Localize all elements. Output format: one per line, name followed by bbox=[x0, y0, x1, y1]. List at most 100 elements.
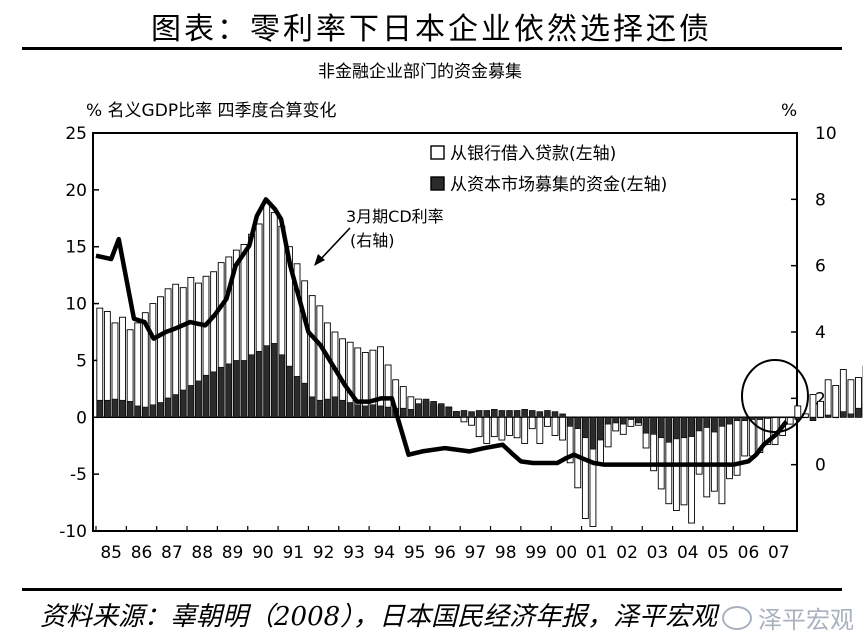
capital-market-bar bbox=[817, 416, 824, 419]
bank-loan-bar bbox=[498, 416, 506, 441]
capital-market-bar bbox=[187, 385, 195, 418]
legend-label: 从资本市场募集的资金(左轴) bbox=[450, 175, 667, 195]
x-tick-label: 92 bbox=[313, 543, 335, 563]
figure-title: 图表：零利率下日本企业依然选择还债 bbox=[151, 12, 712, 47]
capital-market-bar bbox=[233, 360, 240, 418]
capital-market-bar bbox=[665, 416, 673, 443]
capital-market-bar bbox=[612, 416, 619, 424]
bank-loan-bar bbox=[703, 416, 711, 498]
bank-loan-bar bbox=[839, 369, 847, 418]
x-tick-label: 01 bbox=[586, 543, 608, 563]
x-tick-label: 88 bbox=[191, 543, 213, 563]
capital-market-bar bbox=[331, 396, 339, 418]
right-tick-label: 2 bbox=[815, 389, 826, 409]
bank-loan-bar bbox=[134, 322, 142, 418]
capital-market-bar bbox=[657, 416, 665, 439]
legend-swatch-light bbox=[430, 145, 445, 160]
bank-loan-bar bbox=[718, 416, 726, 505]
capital-market-bar bbox=[255, 351, 263, 418]
capital-market-bar bbox=[157, 402, 164, 418]
capital-market-bar bbox=[240, 360, 248, 418]
annotation-line-1: 3月期CD利率 bbox=[346, 207, 444, 226]
capital-market-bar bbox=[271, 343, 278, 418]
capital-market-bar bbox=[286, 365, 293, 418]
watermark: 泽平宏观 bbox=[722, 600, 854, 635]
capital-market-bar bbox=[278, 354, 286, 418]
left-tick-label: 25 bbox=[65, 124, 87, 144]
bank-loan-bar bbox=[559, 416, 567, 441]
left-axis-label: % 名义GDP比率 四季度合算变化 bbox=[86, 101, 336, 121]
x-tick-label: 06 bbox=[738, 543, 760, 563]
capital-market-bar bbox=[301, 382, 308, 418]
capital-market-bar bbox=[756, 416, 764, 420]
capital-market-bar bbox=[362, 405, 369, 418]
x-tick-label: 94 bbox=[373, 543, 395, 563]
bank-loan-bar bbox=[794, 405, 802, 418]
right-tick-label: 8 bbox=[815, 190, 826, 210]
capital-market-bar bbox=[119, 399, 126, 418]
capital-market-bar bbox=[559, 413, 566, 418]
bank-loan-bar bbox=[483, 416, 491, 444]
capital-market-bar bbox=[604, 416, 612, 425]
annotation-arrow bbox=[317, 227, 351, 263]
capital-market-bar bbox=[369, 404, 377, 418]
bank-loan-bar bbox=[460, 416, 468, 423]
capital-market-bar bbox=[855, 407, 862, 418]
x-tick-label: 99 bbox=[525, 543, 547, 563]
capital-market-bar bbox=[377, 405, 384, 418]
capital-market-bar bbox=[703, 416, 711, 428]
x-tick-label: 85 bbox=[100, 543, 122, 563]
bank-loan-bar bbox=[521, 416, 529, 444]
capital-market-bar bbox=[217, 366, 225, 418]
capital-market-bar bbox=[673, 416, 680, 440]
bank-loan-bar bbox=[832, 384, 840, 418]
left-tick-label: 10 bbox=[65, 295, 87, 315]
capital-market-bar bbox=[407, 409, 415, 418]
capital-market-bar bbox=[460, 410, 468, 418]
capital-market-bar bbox=[104, 399, 111, 418]
bank-loan-bar bbox=[551, 416, 559, 436]
capital-market-bar bbox=[324, 398, 331, 418]
capital-market-bar bbox=[528, 410, 536, 418]
capital-market-bar bbox=[172, 394, 179, 418]
capital-market-bar bbox=[620, 416, 627, 425]
capital-market-bar bbox=[400, 407, 407, 418]
right-tick-label: 10 bbox=[815, 124, 837, 144]
capital-market-bar bbox=[711, 416, 718, 433]
capital-market-bar bbox=[786, 416, 794, 419]
left-tick-label: -10 bbox=[59, 522, 87, 542]
right-tick-label: 0 bbox=[815, 456, 826, 476]
x-tick-label: 90 bbox=[252, 543, 274, 563]
bank-loan-bar bbox=[528, 416, 536, 430]
x-tick-label: 89 bbox=[222, 543, 244, 563]
capital-market-bar bbox=[491, 409, 498, 418]
right-tick-label: 4 bbox=[815, 323, 826, 343]
capital-market-bar bbox=[726, 416, 733, 425]
capital-market-bar bbox=[695, 416, 703, 432]
watermark-text: 泽平宏观 bbox=[758, 606, 854, 634]
capital-market-bar bbox=[164, 397, 172, 418]
x-tick-label: 98 bbox=[495, 543, 517, 563]
legend-label: 从银行借入贷款(左轴) bbox=[450, 144, 616, 164]
capital-market-bar bbox=[771, 416, 779, 419]
capital-market-bar bbox=[96, 399, 104, 418]
x-tick-label: 03 bbox=[647, 543, 669, 563]
right-tick-label: 6 bbox=[815, 257, 826, 277]
bank-loan-bar bbox=[809, 394, 817, 418]
capital-market-bar bbox=[764, 416, 771, 419]
capital-market-bar bbox=[422, 398, 430, 418]
legend: 从银行借入贷款(左轴) 从资本市场募集的资金(左轴) bbox=[430, 144, 667, 195]
capital-market-bar bbox=[210, 371, 217, 418]
capital-market-bar bbox=[733, 416, 741, 421]
capital-market-bar bbox=[149, 404, 157, 418]
capital-market-bar bbox=[248, 354, 255, 418]
right-axis-unit: % bbox=[781, 101, 797, 121]
capital-market-bar bbox=[650, 416, 657, 435]
capital-market-bar bbox=[483, 410, 490, 418]
annotation-arrowhead bbox=[314, 254, 325, 266]
chat-bubble-icon bbox=[722, 605, 752, 630]
bank-loan-bar bbox=[536, 416, 544, 444]
capital-market-bar bbox=[688, 416, 695, 437]
x-tick-label: 07 bbox=[768, 543, 790, 563]
